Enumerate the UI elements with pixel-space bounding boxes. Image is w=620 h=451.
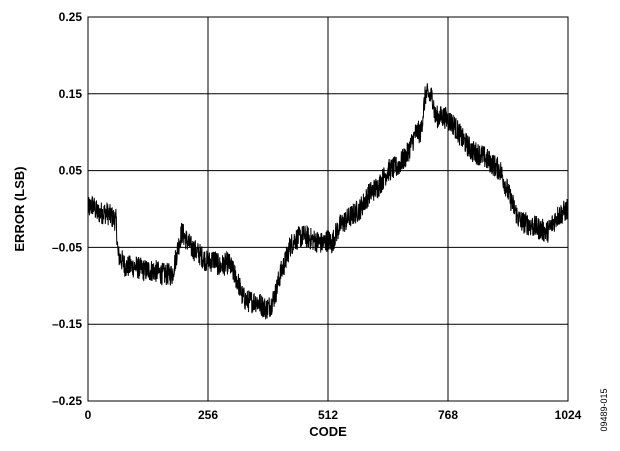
y-tick-label: 0.25 [59,10,83,24]
y-tick-label: 0.15 [59,87,83,101]
y-tick-label: 0.05 [59,164,83,178]
x-tick-label: 1024 [555,408,582,422]
grid-lines [87,16,569,402]
x-tick-label: 512 [318,408,338,422]
x-tick-label: 256 [198,408,218,422]
series-line-0 [87,83,569,320]
y-tick-label: –0.25 [52,394,82,408]
y-tick-label: –0.15 [52,317,82,331]
y-axis-label: ERROR (LSB) [12,166,27,251]
y-tick-labels: 0.25 0.15 0.05 –0.05 –0.15 –0.25 [52,10,82,408]
figure-id: 09489-015 [599,388,609,431]
x-tick-labels: 0 256 512 768 1024 [85,408,582,422]
x-tick-label: 768 [438,408,458,422]
x-tick-label: 0 [85,408,92,422]
plot-frame [87,16,569,402]
y-tick-label: –0.05 [52,240,82,254]
x-axis-label: CODE [309,424,347,439]
series-lines [87,83,569,320]
